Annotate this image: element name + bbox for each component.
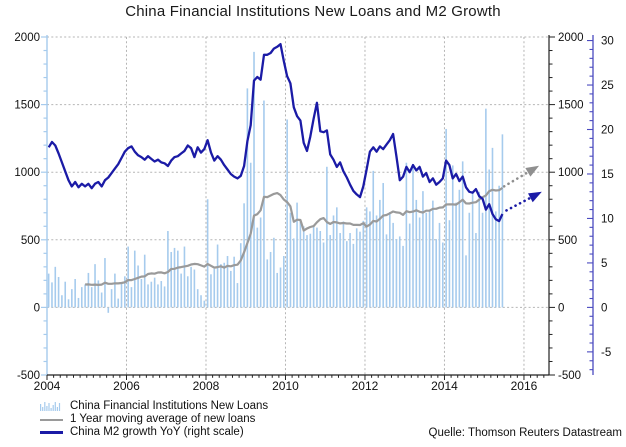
svg-text:1500: 1500	[558, 100, 584, 112]
svg-text:2010: 2010	[272, 379, 299, 393]
svg-text:-500: -500	[558, 370, 581, 382]
svg-text:-5: -5	[601, 347, 611, 359]
svg-text:1000: 1000	[558, 167, 584, 179]
svg-text:2000: 2000	[558, 32, 584, 44]
legend-label: 1 Year moving average of new loans	[70, 413, 256, 425]
svg-text:2014: 2014	[431, 379, 458, 393]
svg-text:2000: 2000	[14, 32, 40, 44]
svg-text:30: 30	[601, 36, 614, 48]
svg-text:5: 5	[601, 258, 607, 270]
svg-text:1500: 1500	[14, 100, 40, 112]
svg-text:500: 500	[21, 235, 40, 247]
svg-text:0: 0	[558, 302, 564, 314]
loans-projection-arrow	[502, 165, 540, 188]
legend: China Financial Institutions New Loans 1…	[40, 400, 268, 439]
svg-text:0: 0	[34, 302, 40, 314]
svg-text:15: 15	[601, 169, 614, 181]
right-axis-m2: -5 0 5 10 15 20 25 30	[587, 35, 614, 375]
legend-label: China Financial Institutions New Loans	[70, 400, 269, 412]
right-axis-loans: -500 0 500 1000 1500 2000	[548, 32, 584, 382]
svg-text:1000: 1000	[14, 167, 40, 179]
svg-text:10: 10	[601, 213, 614, 225]
m2-growth-line	[47, 42, 504, 223]
svg-text:2004: 2004	[34, 379, 61, 393]
svg-text:0: 0	[601, 302, 607, 314]
moving-average-line	[85, 186, 504, 286]
svg-text:2016: 2016	[511, 379, 538, 393]
svg-text:2012: 2012	[352, 379, 379, 393]
x-axis: 2004 2006 2008 2010 2012 2014 2016	[34, 374, 549, 393]
legend-item-moving-average: 1 Year moving average of new loans	[40, 413, 268, 426]
legend-item-m2-growth: China M2 growth YoY (right scale)	[40, 426, 268, 439]
left-axis: -500 0 500 1000 1500 2000	[14, 32, 48, 382]
m2-projection-arrow	[505, 191, 542, 212]
svg-text:20: 20	[601, 125, 614, 137]
navy-line-icon	[40, 431, 63, 434]
svg-text:2008: 2008	[193, 379, 220, 393]
svg-text:25: 25	[601, 80, 614, 92]
legend-label: China M2 growth YoY (right scale)	[70, 426, 244, 438]
new-loans-bars	[47, 51, 504, 313]
chart-title: China Financial Institutions New Loans a…	[125, 3, 501, 20]
source-attribution: Quelle: Thomson Reuters Datastream	[428, 427, 622, 439]
svg-text:500: 500	[558, 235, 577, 247]
gray-line-icon	[40, 418, 63, 421]
legend-item-new-loans: China Financial Institutions New Loans	[40, 400, 268, 413]
svg-text:2006: 2006	[113, 379, 140, 393]
svg-text:-500: -500	[17, 370, 40, 382]
gridlines	[47, 36, 549, 375]
